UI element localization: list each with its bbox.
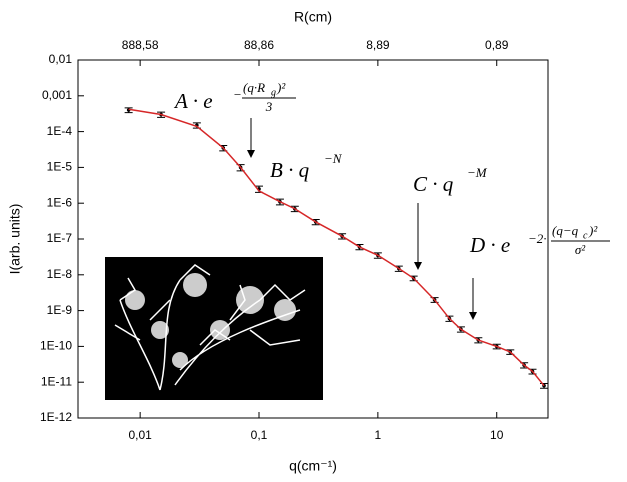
annotation-d: D · e −2· (q−q c )² σ² [469, 223, 610, 320]
y-tick-label: 1E-6 [47, 195, 73, 209]
formula-base: D · e [469, 233, 510, 257]
formula-base: B · q [270, 158, 310, 182]
formula-subscript: c [583, 230, 588, 241]
formula-numerator: (q−q [552, 223, 579, 238]
annotation-a: A · e − (q·R g )² 3 [173, 80, 296, 158]
formula-denominator: 3 [265, 99, 273, 114]
y-tick-label: 1E-4 [47, 124, 73, 138]
x-tick-label: 0,1 [251, 428, 268, 442]
inset-image [105, 257, 323, 400]
x2-tick-label: 8,89 [366, 38, 390, 52]
x2-tick-label: 88,86 [244, 38, 274, 52]
formula-subscript: g [271, 87, 276, 98]
y-tick-label: 1E-7 [47, 231, 73, 245]
x-tick-label: 1 [375, 428, 382, 442]
x-tick-label: 10 [490, 428, 504, 442]
x-tick-label: 0,01 [128, 428, 152, 442]
formula-base: A · e [173, 89, 213, 113]
y-tick-label: 0,01 [49, 52, 73, 66]
annotation-c: C · q −M [413, 165, 488, 270]
formula-sign: − [233, 87, 242, 102]
formula-sign: −2· [528, 231, 547, 246]
x2-axis-label: R(cm) [294, 9, 332, 25]
y-tick-label: 1E-11 [41, 374, 72, 388]
annotation-b: B · q −N [270, 151, 343, 182]
formula-numerator-end: )² [276, 80, 286, 95]
fit-line [128, 108, 545, 387]
x2-tick-label: 0,89 [485, 38, 509, 52]
y-tick-label: 1E-10 [40, 339, 72, 353]
arrow-head [247, 150, 255, 158]
arrow-head [414, 262, 422, 270]
y-axis-label: I(arb. units) [7, 204, 23, 275]
y-tick-label: 1E-9 [47, 303, 73, 317]
y-tick-label: 1E-12 [40, 410, 72, 424]
y-tick-label: 0,001 [42, 88, 72, 102]
formula-base: C · q [413, 172, 454, 196]
formula-numerator-end: )² [588, 223, 598, 238]
x-axis-label: q(cm⁻¹) [289, 458, 337, 474]
y-tick-label: 1E-8 [47, 267, 73, 281]
formula-numerator: (q·R [243, 80, 265, 95]
arrow-head [469, 312, 477, 320]
formula-denominator: σ² [575, 242, 586, 257]
x2-tick-label: 888,58 [122, 38, 159, 52]
y-tick-label: 1E-5 [47, 160, 73, 174]
formula-exponent: −M [467, 165, 488, 180]
formula-exponent: −N [324, 151, 343, 166]
